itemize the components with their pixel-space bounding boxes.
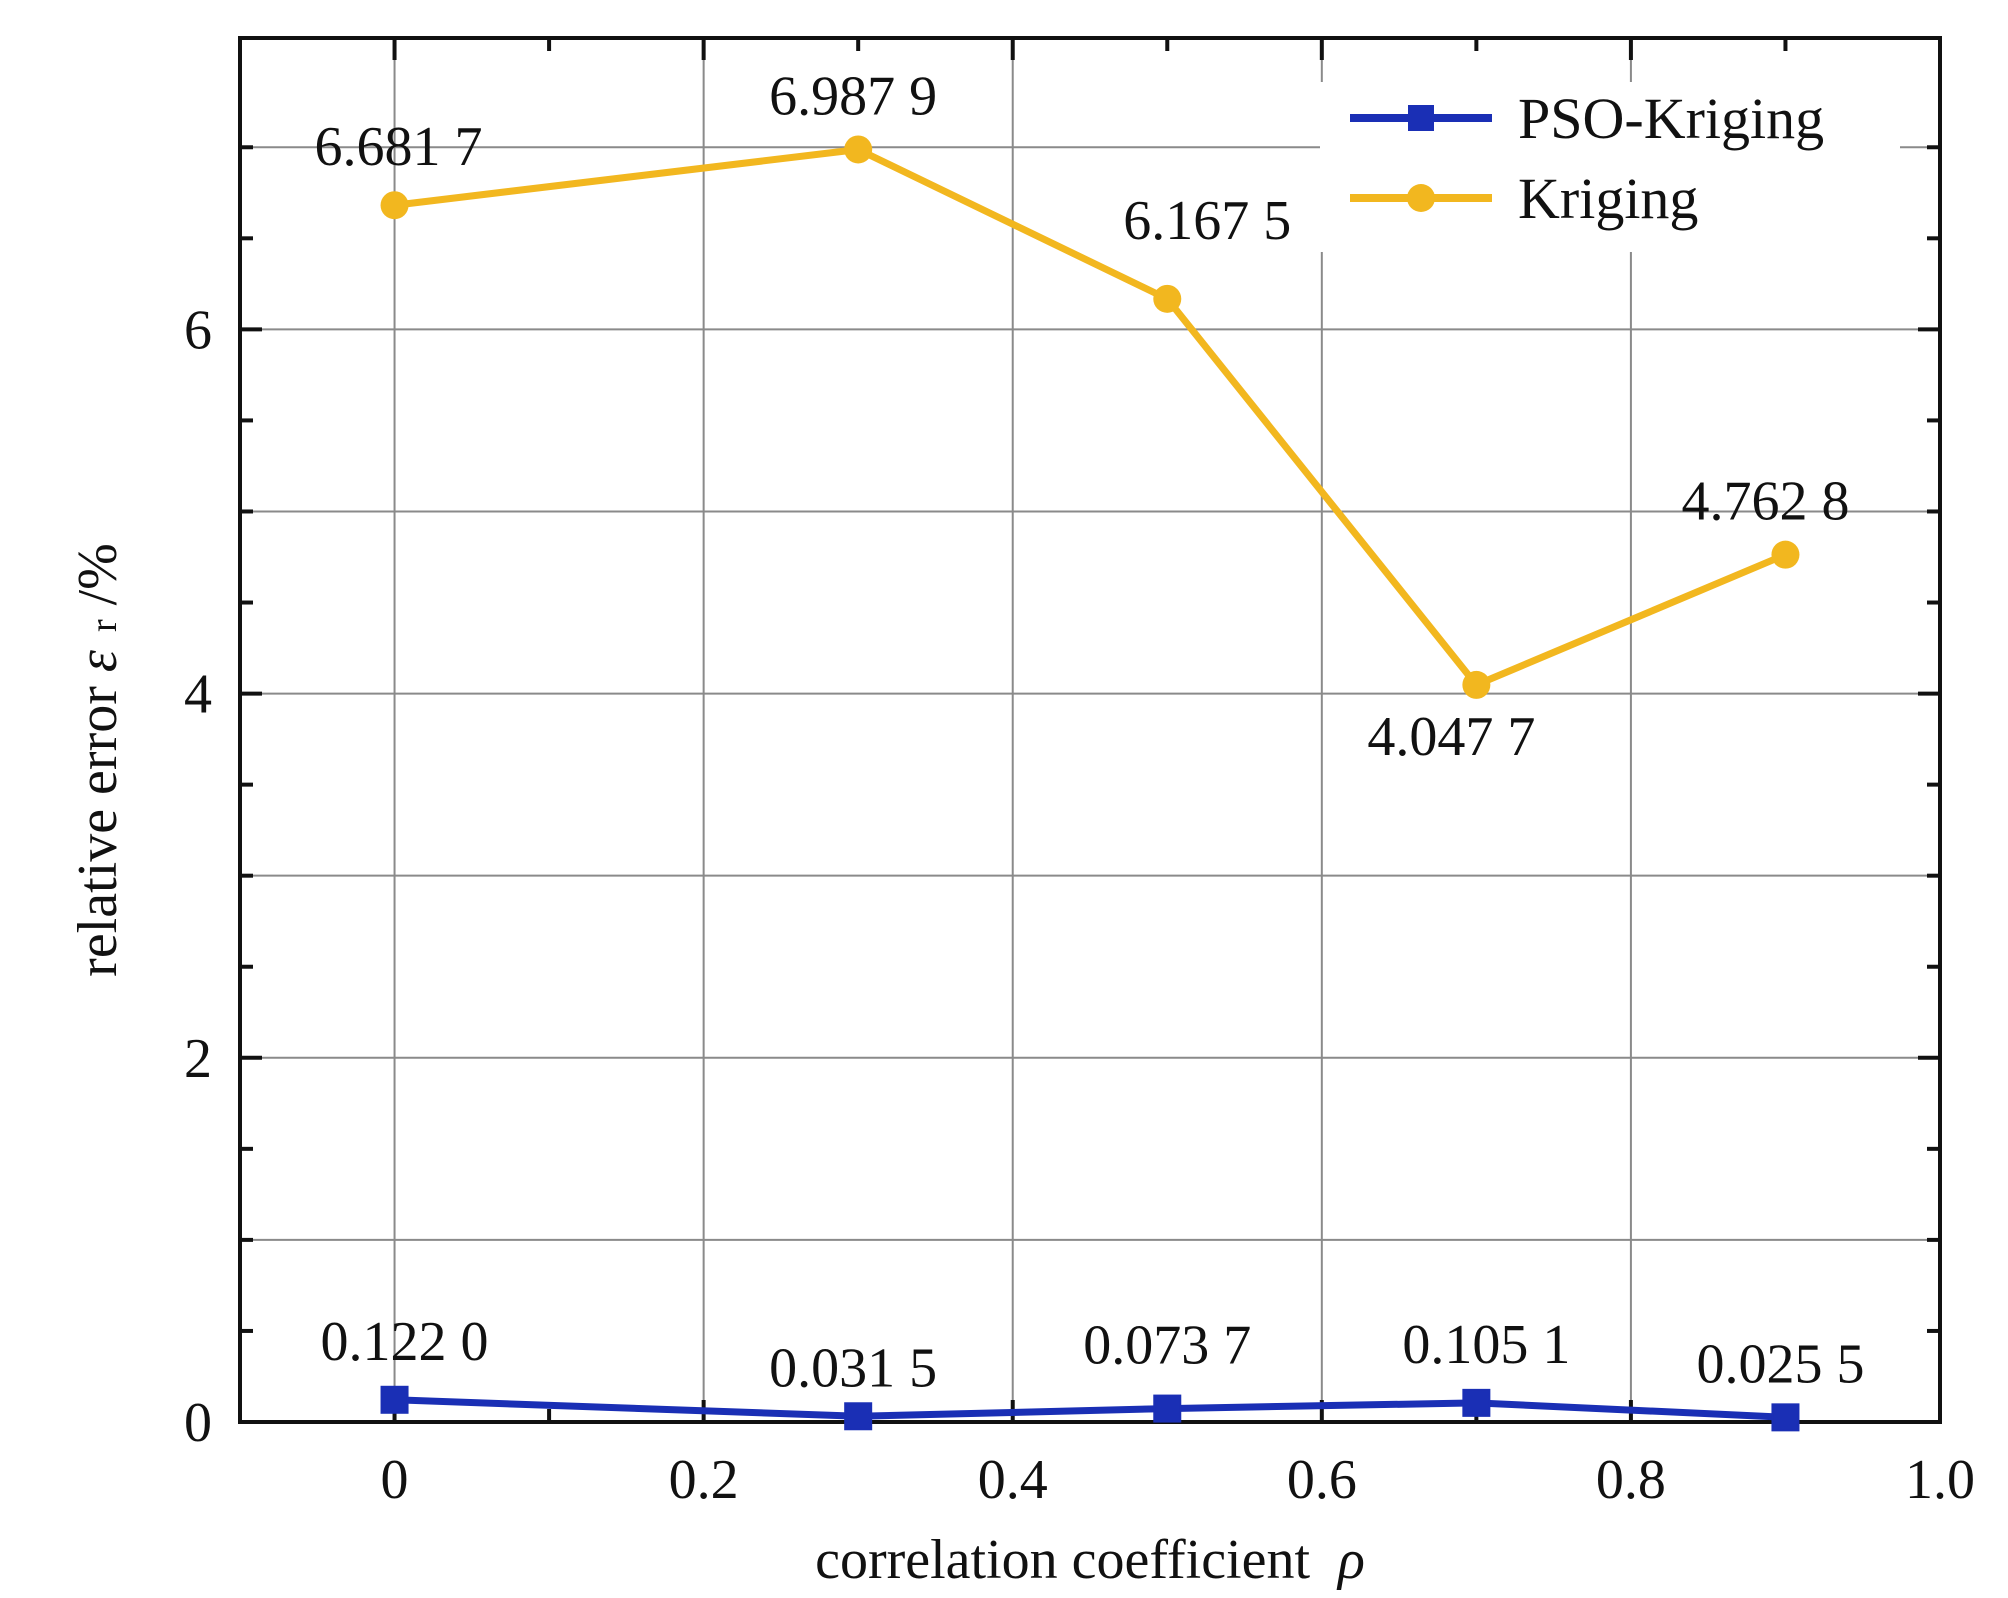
y-axis-title-suffix: /% [67, 543, 129, 605]
kriging-point [380, 191, 409, 220]
kriging-point [1153, 284, 1182, 313]
pso-kriging-data-label: 0.025 5 [1696, 1333, 1864, 1395]
y-axis-title-prefix: relative error [67, 672, 129, 977]
kriging-data-label: 4.047 7 [1367, 706, 1535, 768]
x-tick-label: 0 [381, 1449, 409, 1511]
y-tick-label: 4 [184, 664, 212, 726]
x-axis-title-text: correlation coefficient [815, 1529, 1310, 1591]
kriging-point [1771, 540, 1800, 569]
pso-kriging-data-label: 0.105 1 [1402, 1314, 1570, 1376]
legend-swatch-marker-pso-kriging [1408, 105, 1434, 131]
kriging-point [1462, 670, 1491, 699]
kriging-point [844, 135, 873, 164]
y-tick-label: 0 [184, 1392, 212, 1454]
x-axis-title: correlation coefficient ρ [815, 1529, 1365, 1591]
kriging-data-label: 6.681 7 [315, 116, 483, 178]
tick-labels: 0 0.2 0.4 0.6 0.8 1.0 0 2 4 6 [184, 299, 1975, 1511]
y-axis-title: relative error ε r /% [67, 543, 129, 977]
x-tick-label: 0.2 [669, 1449, 739, 1511]
pso-kriging-data-label: 0.031 5 [769, 1337, 937, 1399]
y-tick-label: 6 [184, 299, 212, 361]
data-labels: 0.122 0 0.031 5 0.073 7 0.105 1 0.025 5 6.681… [315, 65, 1865, 1399]
y-tick-label: 2 [184, 1028, 212, 1090]
x-tick-label: 0.4 [978, 1449, 1048, 1511]
y-axis-title-subscript: r [83, 619, 125, 632]
pso-kriging-point [1153, 1394, 1182, 1423]
pso-kriging-data-label: 0.073 7 [1083, 1315, 1251, 1377]
pso-kriging-data-label: 0.122 0 [321, 1311, 489, 1373]
legend-label-pso-kriging: PSO-Kriging [1518, 86, 1824, 151]
kriging-data-label: 4.762 8 [1681, 471, 1849, 533]
pso-kriging-point [1771, 1403, 1800, 1432]
pso-kriging-point [380, 1385, 409, 1414]
kriging-data-label: 6.987 9 [769, 65, 937, 127]
plot-frame [238, 36, 1942, 1424]
series-lines [380, 135, 1800, 1432]
legend: PSO-Kriging Kriging [1320, 82, 1900, 252]
x-axis-title-symbol: ρ [1336, 1529, 1365, 1591]
y-axis-title-symbol: ε [67, 649, 129, 672]
legend-swatch-marker-kriging [1407, 184, 1435, 212]
grid-lines [240, 38, 1940, 1422]
legend-label-kriging: Kriging [1518, 166, 1698, 231]
pso-kriging-point [1462, 1388, 1491, 1417]
pso-kriging-point [844, 1402, 873, 1431]
x-tick-label: 1.0 [1905, 1449, 1975, 1511]
x-tick-label: 0.6 [1287, 1449, 1357, 1511]
x-tick-label: 0.8 [1596, 1449, 1666, 1511]
kriging-data-label: 6.167 5 [1123, 190, 1291, 252]
